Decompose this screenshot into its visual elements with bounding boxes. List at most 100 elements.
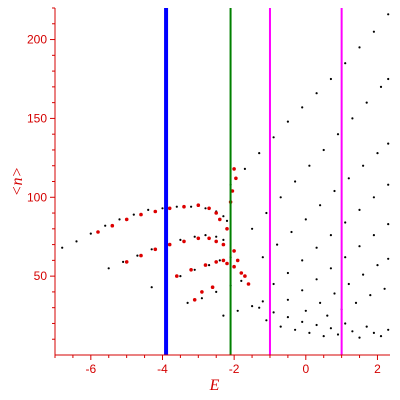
data-point bbox=[279, 196, 282, 199]
data-point bbox=[139, 253, 143, 258]
data-point bbox=[319, 204, 322, 207]
data-point bbox=[358, 245, 361, 248]
data-point bbox=[208, 264, 211, 267]
data-point bbox=[124, 217, 129, 222]
data-point bbox=[387, 142, 390, 145]
data-point bbox=[347, 177, 350, 180]
data-point bbox=[167, 242, 172, 247]
data-point bbox=[286, 298, 289, 301]
data-point bbox=[179, 238, 182, 241]
y-tick-label: 150 bbox=[27, 111, 47, 125]
data-point bbox=[333, 292, 336, 295]
data-point bbox=[225, 261, 229, 266]
series-8 bbox=[272, 183, 390, 286]
data-point bbox=[153, 247, 158, 252]
data-point bbox=[372, 331, 375, 334]
plot-area bbox=[61, 13, 390, 339]
data-point bbox=[387, 328, 390, 331]
data-point bbox=[372, 30, 375, 33]
data-point bbox=[161, 207, 164, 210]
data-point bbox=[246, 282, 251, 286]
data-point bbox=[235, 258, 240, 263]
data-point bbox=[258, 306, 261, 309]
data-point bbox=[207, 236, 211, 241]
data-point bbox=[308, 331, 311, 334]
data-point bbox=[186, 301, 189, 304]
axes bbox=[54, 8, 390, 356]
y-axis-title: <n> bbox=[9, 167, 26, 197]
data-point bbox=[96, 230, 100, 234]
data-point bbox=[190, 205, 193, 208]
data-point bbox=[139, 212, 143, 217]
data-point bbox=[136, 254, 139, 257]
series-10 bbox=[304, 257, 390, 312]
y-tick-label: 200 bbox=[27, 33, 47, 47]
data-point bbox=[379, 85, 383, 88]
data-point bbox=[107, 267, 110, 270]
data-point bbox=[336, 333, 340, 336]
data-point bbox=[203, 263, 208, 267]
data-point bbox=[304, 218, 307, 221]
data-point bbox=[251, 305, 254, 308]
data-point bbox=[150, 286, 153, 289]
series-3 bbox=[186, 279, 243, 304]
data-point bbox=[222, 238, 225, 241]
data-point bbox=[225, 227, 229, 231]
data-point bbox=[175, 205, 178, 208]
x-tick-label: -2 bbox=[229, 362, 240, 376]
data-point bbox=[232, 249, 236, 253]
data-point bbox=[118, 218, 121, 221]
y-tick-label: 50 bbox=[34, 269, 48, 283]
series-9 bbox=[286, 223, 390, 301]
data-point bbox=[258, 152, 261, 155]
data-point bbox=[333, 189, 336, 193]
data-point bbox=[387, 183, 390, 186]
data-point bbox=[315, 278, 318, 281]
series-4 bbox=[222, 300, 264, 317]
data-point bbox=[301, 106, 304, 109]
data-point bbox=[315, 323, 318, 327]
data-point bbox=[344, 62, 347, 65]
data-point bbox=[196, 236, 201, 241]
data-point bbox=[179, 275, 182, 278]
data-point bbox=[365, 101, 368, 104]
series-15 bbox=[175, 258, 244, 278]
data-point bbox=[329, 77, 332, 81]
x-tick-label: 2 bbox=[374, 362, 381, 376]
data-point bbox=[221, 242, 226, 247]
x-axis-title: E bbox=[209, 377, 220, 394]
series-6 bbox=[251, 77, 390, 230]
data-point bbox=[261, 300, 264, 303]
data-point bbox=[232, 264, 236, 269]
data-point bbox=[150, 248, 153, 251]
data-point bbox=[294, 328, 297, 331]
data-point bbox=[344, 221, 347, 224]
data-point bbox=[215, 235, 218, 238]
data-point bbox=[265, 319, 268, 322]
data-point bbox=[376, 152, 379, 155]
data-point bbox=[182, 239, 186, 244]
data-point bbox=[387, 257, 390, 260]
x-tick-label: 0 bbox=[302, 362, 309, 376]
data-point bbox=[301, 259, 304, 262]
data-point bbox=[175, 274, 179, 278]
data-point bbox=[232, 167, 236, 171]
data-point bbox=[89, 232, 92, 235]
data-point bbox=[358, 46, 361, 49]
data-point bbox=[329, 234, 332, 237]
data-point bbox=[265, 211, 268, 215]
data-point bbox=[225, 219, 229, 222]
data-point bbox=[243, 167, 246, 170]
data-point bbox=[272, 311, 275, 314]
series-1 bbox=[107, 234, 225, 270]
data-point bbox=[192, 298, 197, 302]
data-point bbox=[322, 335, 325, 338]
data-point bbox=[372, 234, 375, 237]
data-point bbox=[218, 259, 221, 262]
series-2 bbox=[150, 256, 232, 289]
data-point bbox=[222, 215, 225, 218]
data-point bbox=[239, 271, 244, 275]
data-point bbox=[167, 206, 172, 211]
data-point bbox=[308, 164, 311, 167]
data-point bbox=[286, 120, 289, 123]
